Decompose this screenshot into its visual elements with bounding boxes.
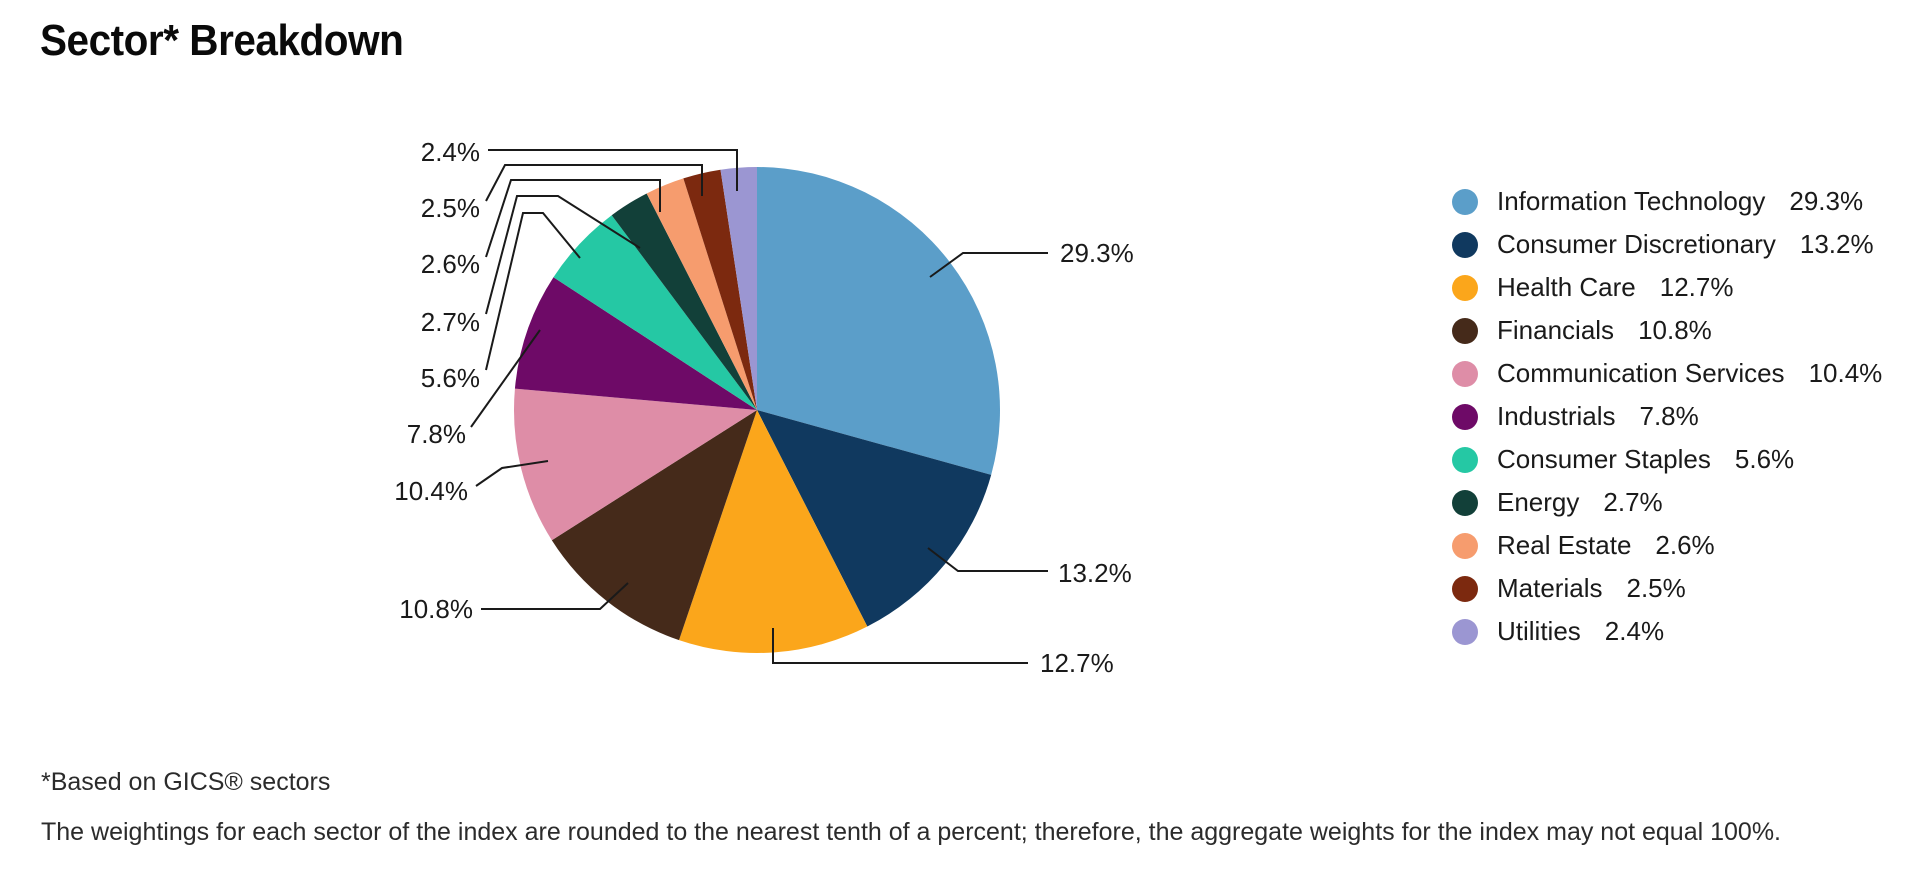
footnote-rounding: The weightings for each sector of the in… — [41, 818, 1781, 846]
leader-line-information-technology — [929, 252, 1048, 278]
legend-color-dot-energy — [1452, 489, 1478, 516]
pie-slice-energy[interactable] — [611, 193, 757, 410]
pie-value-label-information-technology: 29.3% — [1060, 238, 1134, 268]
pie-slice-materials[interactable] — [683, 169, 757, 410]
pie-value-label-financials: 10.8% — [399, 594, 473, 624]
leader-line-industrials — [470, 329, 541, 428]
pie-value-label-industrials: 7.8% — [407, 419, 466, 449]
leader-line-consumer-discretionary — [927, 547, 1048, 572]
legend-label: Industrials — [1497, 401, 1616, 431]
legend-color-dot-materials — [1452, 575, 1478, 602]
legend-item-consumer-staples[interactable]: Consumer Staples 5.6% — [1452, 438, 1882, 481]
pie-slice-health-care[interactable] — [679, 410, 868, 653]
pie-slice-real-estate[interactable] — [646, 178, 757, 410]
legend: Information Technology 29.3% Consumer Disc… — [1452, 180, 1882, 653]
pie-value-label-utilities: 2.4% — [421, 137, 480, 167]
legend-color-dot-health-care — [1452, 274, 1478, 301]
legend-label: Energy — [1497, 487, 1580, 517]
legend-item-real-estate[interactable]: Real Estate 2.6% — [1452, 524, 1882, 567]
pie-slice-information-technology[interactable] — [757, 167, 1000, 475]
legend-label: Consumer Discretionary — [1497, 229, 1776, 259]
page-title: Sector* Breakdown — [40, 16, 404, 65]
leader-line-financials — [481, 582, 629, 610]
legend-color-dot-consumer-staples — [1452, 446, 1478, 473]
legend-value: 2.6% — [1655, 530, 1715, 560]
legend-label: Health Care — [1497, 272, 1636, 302]
pie-slice-industrials[interactable] — [514, 277, 757, 410]
legend-item-health-care[interactable]: Health Care 12.7% — [1452, 266, 1882, 309]
legend-label: Consumer Staples — [1497, 444, 1711, 474]
pie-value-label-consumer-discretionary: 13.2% — [1058, 558, 1132, 588]
pie-slice-communication-services[interactable] — [514, 388, 757, 541]
leader-line-utilities — [488, 149, 738, 191]
legend-item-utilities[interactable]: Utilities 2.4% — [1452, 610, 1882, 653]
legend-color-dot-consumer-discretionary — [1452, 231, 1478, 258]
legend-color-dot-real-estate — [1452, 532, 1478, 559]
pie-value-label-materials: 2.5% — [421, 193, 480, 223]
legend-color-dot-information-technology — [1452, 188, 1478, 215]
legend-value: 13.2% — [1799, 229, 1874, 259]
legend-item-industrials[interactable]: Industrials 7.8% — [1452, 395, 1882, 438]
legend-value: 7.8% — [1639, 401, 1699, 431]
legend-value: 2.5% — [1626, 573, 1686, 603]
legend-value: 2.7% — [1603, 487, 1663, 517]
legend-label: Financials — [1497, 315, 1615, 345]
legend-item-communication-services[interactable]: Communication Services 10.4% — [1452, 352, 1882, 395]
pie-value-label-health-care: 12.7% — [1040, 648, 1114, 678]
legend-label: Communication Services — [1497, 358, 1785, 388]
legend-value: 2.4% — [1604, 616, 1665, 646]
legend-label: Real Estate — [1497, 530, 1632, 560]
leader-line-health-care — [772, 628, 1028, 664]
legend-item-information-technology[interactable]: Information Technology 29.3% — [1452, 180, 1882, 223]
legend-value: 10.8% — [1638, 315, 1712, 345]
legend-label: Information Technology — [1497, 186, 1766, 216]
legend-value: 12.7% — [1659, 272, 1734, 302]
legend-item-energy[interactable]: Energy 2.7% — [1452, 481, 1882, 524]
legend-value: 29.3% — [1789, 186, 1864, 216]
legend-label: Materials — [1497, 573, 1603, 603]
legend-value: 10.4% — [1808, 358, 1883, 388]
leader-line-energy — [485, 195, 641, 315]
pie-value-label-energy: 2.7% — [421, 307, 480, 337]
legend-value: 5.6% — [1734, 444, 1795, 474]
legend-color-dot-utilities — [1452, 618, 1478, 645]
pie-value-label-real-estate: 2.6% — [421, 249, 480, 279]
legend-color-dot-financials — [1452, 317, 1478, 344]
legend-color-dot-communication-services — [1452, 360, 1478, 387]
legend-color-dot-industrials — [1452, 403, 1478, 430]
leader-line-real-estate — [485, 179, 661, 258]
legend-item-consumer-discretionary[interactable]: Consumer Discretionary 13.2% — [1452, 223, 1882, 266]
legend-item-materials[interactable]: Materials 2.5% — [1452, 567, 1882, 610]
pie-value-label-consumer-staples: 5.6% — [421, 363, 480, 393]
pie-slice-consumer-discretionary[interactable] — [757, 410, 992, 627]
pie-value-label-communication-services: 10.4% — [394, 476, 468, 506]
leader-line-consumer-staples — [485, 212, 581, 371]
leader-line-communication-services — [475, 460, 549, 487]
leader-line-materials — [485, 164, 703, 202]
pie-slice-financials[interactable] — [551, 410, 757, 641]
pie-slice-utilities[interactable] — [720, 167, 758, 410]
footnote-gics: *Based on GICS® sectors — [41, 768, 331, 796]
legend-label: Utilities — [1497, 616, 1581, 646]
legend-item-financials[interactable]: Financials 10.8% — [1452, 309, 1882, 352]
pie-slice-consumer-staples[interactable] — [553, 215, 757, 410]
